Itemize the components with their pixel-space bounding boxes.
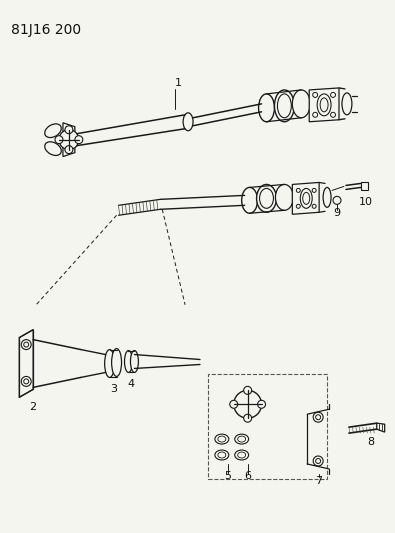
Ellipse shape [242,188,258,213]
Circle shape [230,400,238,408]
Polygon shape [309,88,339,122]
Ellipse shape [45,124,61,138]
Ellipse shape [300,188,312,208]
Circle shape [65,126,73,134]
Ellipse shape [323,188,331,207]
Ellipse shape [275,90,294,122]
Polygon shape [19,330,33,397]
Circle shape [21,340,31,350]
Ellipse shape [259,94,275,122]
Polygon shape [377,423,385,432]
Text: 7: 7 [316,476,323,486]
Ellipse shape [124,351,132,373]
Ellipse shape [183,113,193,131]
Text: 6: 6 [244,471,251,481]
Ellipse shape [257,184,276,212]
Bar [361,182,368,190]
Circle shape [75,136,83,144]
Circle shape [313,412,323,422]
Circle shape [244,386,252,394]
Bar [208,375,327,479]
Polygon shape [292,182,319,214]
Ellipse shape [215,450,229,460]
Ellipse shape [275,184,293,211]
Ellipse shape [234,390,261,418]
Ellipse shape [235,450,248,460]
Ellipse shape [292,90,310,118]
Circle shape [21,376,31,386]
Text: 8: 8 [367,437,374,447]
Circle shape [313,456,323,466]
Circle shape [65,146,73,154]
Ellipse shape [342,93,352,115]
Ellipse shape [45,142,61,156]
Text: 81J16 200: 81J16 200 [11,23,81,37]
Text: 2: 2 [30,402,37,412]
Text: 1: 1 [175,78,182,88]
Circle shape [258,400,265,408]
Ellipse shape [130,351,138,373]
Ellipse shape [317,94,331,116]
Ellipse shape [105,350,115,377]
Ellipse shape [235,434,248,444]
Ellipse shape [112,349,122,376]
Text: 9: 9 [333,208,340,219]
Text: 4: 4 [128,379,135,390]
Ellipse shape [215,434,229,444]
Circle shape [55,136,63,144]
Text: 5: 5 [224,471,231,481]
Text: 10: 10 [359,197,373,207]
Circle shape [59,130,79,150]
Circle shape [244,414,252,422]
Text: 3: 3 [110,384,117,394]
